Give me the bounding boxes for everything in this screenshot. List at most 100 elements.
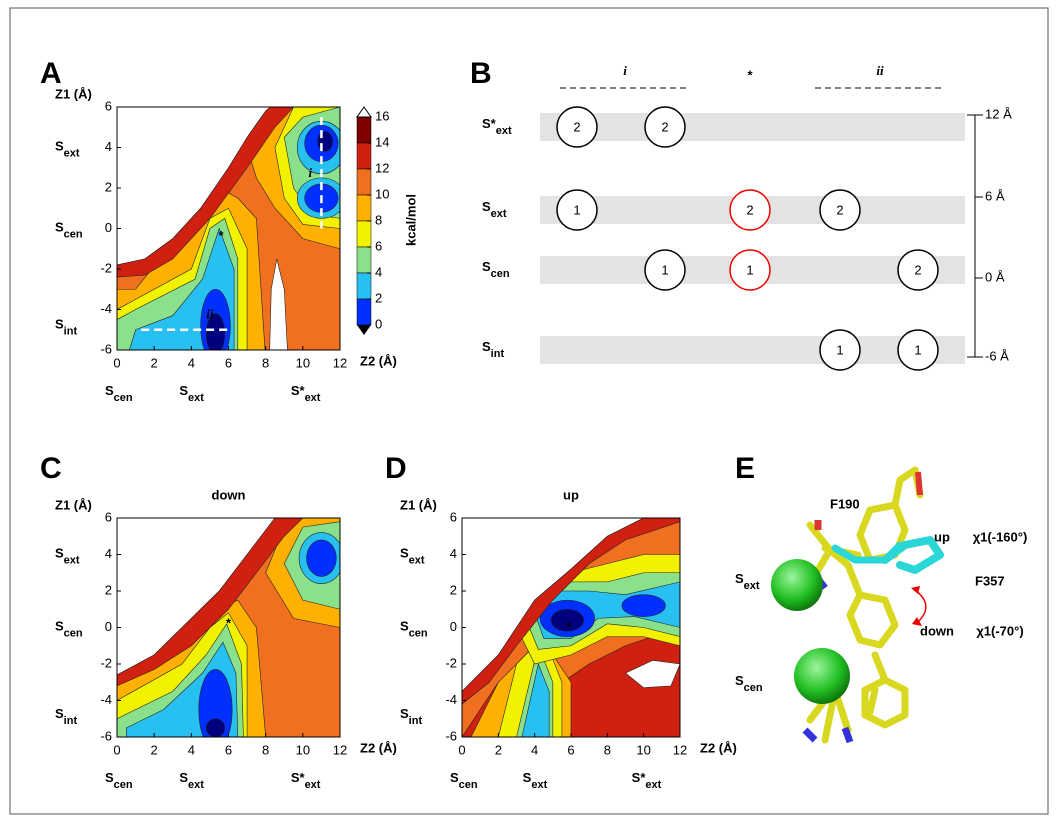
row-label: Sint <box>482 339 504 359</box>
x-axis-label: Z2 (Å) <box>360 740 397 755</box>
y-axis-label: Z1 (Å) <box>400 497 437 512</box>
scale-label: 6 Å <box>985 188 1005 203</box>
y-site-label-sub: ext <box>64 554 80 566</box>
x-tick-label: 4 <box>531 742 538 757</box>
x-tick-label: 2 <box>151 355 158 370</box>
row-label: Scen <box>482 259 510 279</box>
site-label-main: S <box>735 571 744 586</box>
y-site-label-main: S <box>55 220 64 235</box>
ion-count: 1 <box>914 342 921 357</box>
x-tick-label: 10 <box>296 742 310 757</box>
y-site-label-main: S <box>55 546 64 561</box>
ion-count: 2 <box>573 119 580 134</box>
y-tick-label: -4 <box>445 692 457 707</box>
y-tick-label: 0 <box>450 619 457 634</box>
x-tick-label: 12 <box>673 742 687 757</box>
x-tick-label: 0 <box>458 742 465 757</box>
x-site-label-sub: ext <box>188 392 204 404</box>
colorbar-segment <box>357 195 371 221</box>
x-tick-label: 8 <box>262 742 269 757</box>
colorbar-segment <box>357 143 371 169</box>
y-site-label: Scen <box>400 619 428 639</box>
site-band <box>540 113 965 141</box>
x-tick-label: 4 <box>188 742 195 757</box>
column-header: * <box>747 67 753 82</box>
x-site-label: Scen <box>450 770 478 790</box>
y-tick-label: 6 <box>105 509 112 524</box>
row-label-main: S <box>482 259 491 274</box>
ion-sphere <box>794 648 850 704</box>
y-tick-label: -2 <box>445 655 457 670</box>
contour-region <box>199 669 232 749</box>
colorbar-tick-label: 2 <box>375 290 382 305</box>
y-site-label-sub: ext <box>64 147 80 159</box>
x-site-label-sub: cen <box>114 392 133 404</box>
y-tick-label: 4 <box>450 546 457 561</box>
y-tick-label: 0 <box>105 619 112 634</box>
x-site-label-main: S <box>450 770 459 785</box>
panel-label: E <box>735 452 755 485</box>
colorbar-segment <box>357 169 371 195</box>
x-tick-label: 4 <box>188 355 195 370</box>
x-site-label-sub: cen <box>114 779 133 791</box>
contour-region <box>307 540 337 577</box>
colorbar-tick-label: 14 <box>375 134 389 149</box>
site-label-sub: cen <box>744 682 763 694</box>
y-site-label-sub: cen <box>64 627 83 639</box>
y-site-label-main: S <box>400 619 409 634</box>
x-tick-label: 10 <box>636 742 650 757</box>
colorbar-segment <box>357 117 371 143</box>
y-tick-label: -4 <box>100 692 112 707</box>
x-axis-label: Z2 (Å) <box>360 353 397 368</box>
x-site-label: S*ext <box>291 383 321 403</box>
x-tick-label: 10 <box>296 355 310 370</box>
site-label-sub: ext <box>744 580 760 592</box>
x-site-label-sub: ext <box>645 779 661 791</box>
y-site-label-main: S <box>55 707 64 722</box>
annotation: ii <box>206 307 214 322</box>
colorbar-tick-label: 16 <box>375 108 389 123</box>
y-tick-label: 4 <box>105 139 112 154</box>
x-axis-label: Z2 (Å) <box>700 740 737 755</box>
ion-count: 1 <box>661 262 668 277</box>
y-tick-label: -6 <box>100 341 112 356</box>
row-label-main: S <box>482 199 491 214</box>
y-tick-label: 2 <box>450 582 457 597</box>
y-site-label-sub: int <box>64 715 78 727</box>
y-tick-label: 2 <box>105 179 112 194</box>
y-site-label: Sext <box>55 139 80 159</box>
ion-count: 1 <box>746 262 753 277</box>
row-label-sub: int <box>491 348 505 360</box>
colorbar-segment <box>357 273 371 299</box>
y-tick-label: -6 <box>445 728 457 743</box>
residue-stick <box>830 550 895 645</box>
residue-label: F357 <box>975 573 1005 588</box>
y-site-label: Scen <box>55 220 83 240</box>
y-site-label-sub: int <box>64 326 78 338</box>
y-tick-label: -2 <box>100 655 112 670</box>
y-site-label-main: S <box>55 317 64 332</box>
ion-count: 2 <box>661 119 668 134</box>
residue-stick <box>870 690 875 712</box>
site-label: Scen <box>735 673 763 693</box>
panel-title: up <box>563 487 579 502</box>
contour-region <box>206 719 225 737</box>
y-tick-label: -2 <box>100 260 112 275</box>
y-site-label-sub: ext <box>409 554 425 566</box>
y-site-label-sub: int <box>409 715 423 727</box>
colorbar-tick-label: 6 <box>375 238 382 253</box>
ion-count: 1 <box>573 202 580 217</box>
scale-label: 12 Å <box>985 106 1012 121</box>
colorbar-label: kcal/mol <box>403 194 418 246</box>
x-tick-label: 8 <box>262 355 269 370</box>
x-site-label-sub: cen <box>459 779 478 791</box>
ion-count: 2 <box>914 262 921 277</box>
x-tick-label: 12 <box>333 742 347 757</box>
x-site-label: Scen <box>105 383 133 403</box>
contour-map <box>117 87 346 362</box>
x-site-label: Sext <box>179 383 204 403</box>
x-tick-label: 2 <box>151 742 158 757</box>
x-site-label-main: S <box>523 770 532 785</box>
panel-label: C <box>40 452 62 485</box>
residue-stick <box>885 540 940 570</box>
